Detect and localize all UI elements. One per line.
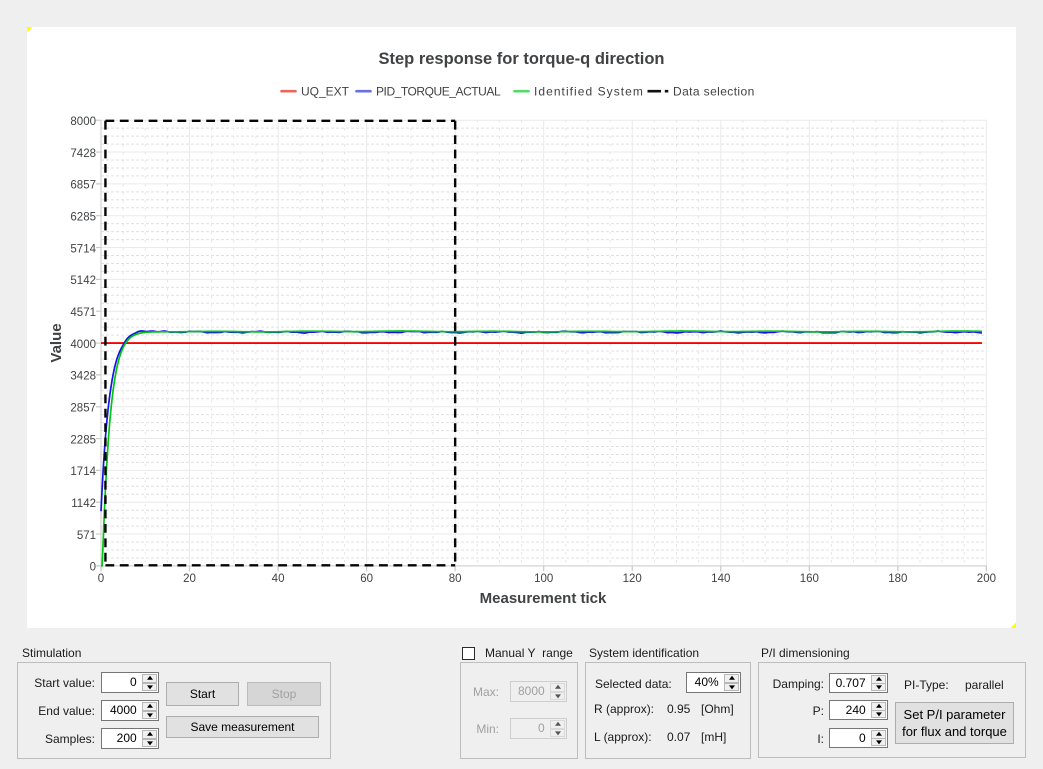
svg-text:571: 571 [77,530,96,542]
svg-text:3428: 3428 [70,371,96,383]
svg-text:8000: 8000 [70,116,96,128]
svg-text:0: 0 [98,573,104,585]
svg-text:40: 40 [272,573,285,585]
svg-text:PID_TORQUE_ACTUAL: PID_TORQUE_ACTUAL [376,85,501,99]
svg-text:Identified System: Identified System [534,85,644,99]
svg-text:140: 140 [711,573,730,585]
svg-text:200: 200 [977,573,996,585]
svg-text:Value: Value [48,323,65,362]
svg-text:5714: 5714 [70,243,96,255]
svg-text:6285: 6285 [70,212,96,224]
svg-text:6857: 6857 [70,180,96,192]
svg-text:Step response for torque-q dir: Step response for torque-q direction [378,50,664,68]
svg-text:2857: 2857 [70,403,96,415]
svg-text:20: 20 [183,573,196,585]
svg-text:60: 60 [360,573,373,585]
svg-text:180: 180 [888,573,907,585]
svg-text:7428: 7428 [70,148,96,160]
svg-text:80: 80 [449,573,462,585]
svg-text:0: 0 [90,562,96,574]
svg-text:1714: 1714 [70,466,96,478]
svg-text:2285: 2285 [70,434,96,446]
svg-text:160: 160 [800,573,819,585]
svg-text:100: 100 [534,573,553,585]
svg-text:1142: 1142 [71,498,96,510]
svg-text:Data selection: Data selection [673,85,755,99]
svg-text:120: 120 [623,573,642,585]
svg-text:4000: 4000 [70,339,96,351]
svg-text:4571: 4571 [70,307,96,319]
svg-text:Measurement tick: Measurement tick [480,590,607,607]
svg-text:UQ_EXT: UQ_EXT [301,85,350,99]
svg-text:5142: 5142 [70,275,96,287]
